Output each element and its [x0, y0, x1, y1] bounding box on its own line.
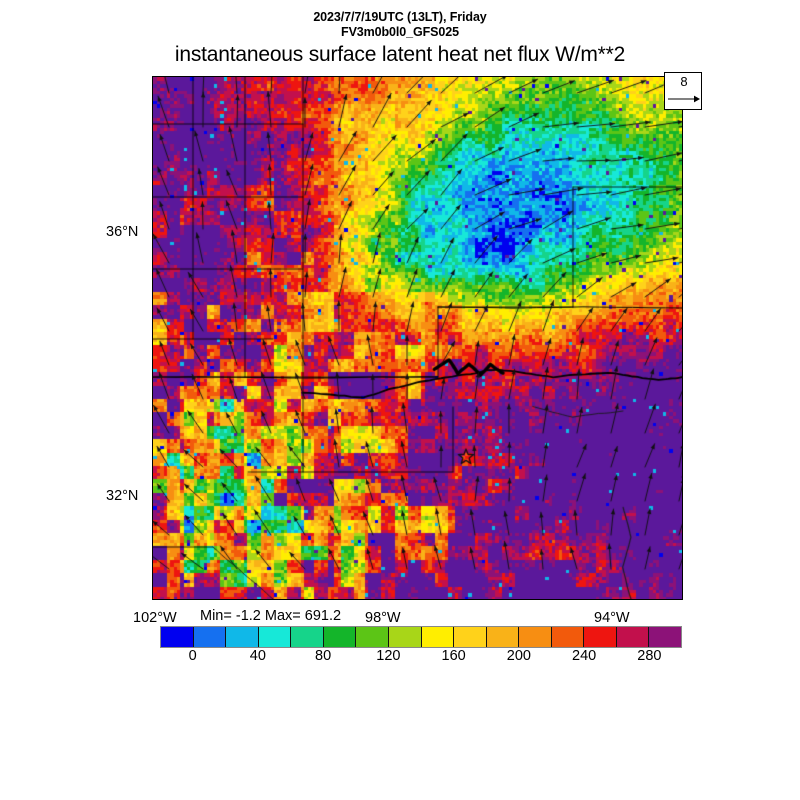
- lon-tick-94w: 94°W: [594, 610, 630, 626]
- map-plot-area[interactable]: [152, 76, 683, 600]
- colorbar-band: [258, 627, 292, 647]
- colorbar-band: [486, 627, 520, 647]
- colorbar-tick: 200: [506, 648, 531, 664]
- colorbar-tick: 280: [637, 648, 662, 664]
- lat-tick-36n: 36°N: [106, 224, 139, 240]
- colorbar-band: [356, 627, 389, 647]
- colorbar-tick: 40: [249, 648, 266, 664]
- colorbar-band: [584, 627, 617, 647]
- colorbar-band: [519, 627, 552, 647]
- colorbar-band: [291, 627, 324, 647]
- colorbar: [160, 626, 682, 648]
- colorbar-tick: 0: [188, 648, 197, 664]
- colorbar-tick-labels: 0 40 80 120 160 200 240 280: [160, 648, 682, 668]
- colorbar-tick: 80: [315, 648, 332, 664]
- lon-tick-102w: 102°W: [133, 610, 177, 626]
- title-block: 2023/7/7/19UTC (13LT), Friday FV3m0b0l0_…: [0, 10, 800, 68]
- colorbar-tick: 240: [572, 648, 597, 664]
- model-label: FV3m0b0l0_GFS025: [341, 25, 459, 39]
- colorbar-band: [323, 627, 357, 647]
- colorbar-band: [226, 627, 259, 647]
- colorbar-band: [649, 627, 681, 647]
- min-max-annotation: Min= -1.2 Max= 691.2: [200, 608, 342, 624]
- map-overlay-layer: [153, 77, 682, 599]
- colorbar-band: [161, 627, 194, 647]
- colorbar-band: [454, 627, 487, 647]
- wind-vector-key: 8: [664, 72, 702, 110]
- datetime-label: 2023/7/7/19UTC (13LT), Friday: [313, 10, 487, 24]
- wind-vector-key-value: 8: [680, 74, 688, 89]
- page-title: instantaneous surface latent heat net fl…: [174, 43, 626, 66]
- right-arrow-icon: [668, 95, 700, 103]
- colorbar-band: [193, 627, 227, 647]
- colorbar-band: [616, 627, 650, 647]
- colorbar-tick: 120: [376, 648, 401, 664]
- colorbar-tick: 160: [441, 648, 466, 664]
- lon-tick-98w: 98°W: [365, 610, 401, 626]
- lat-tick-32n: 32°N: [106, 488, 139, 504]
- colorbar-band: [421, 627, 455, 647]
- colorbar-band: [388, 627, 422, 647]
- colorbar-band: [551, 627, 585, 647]
